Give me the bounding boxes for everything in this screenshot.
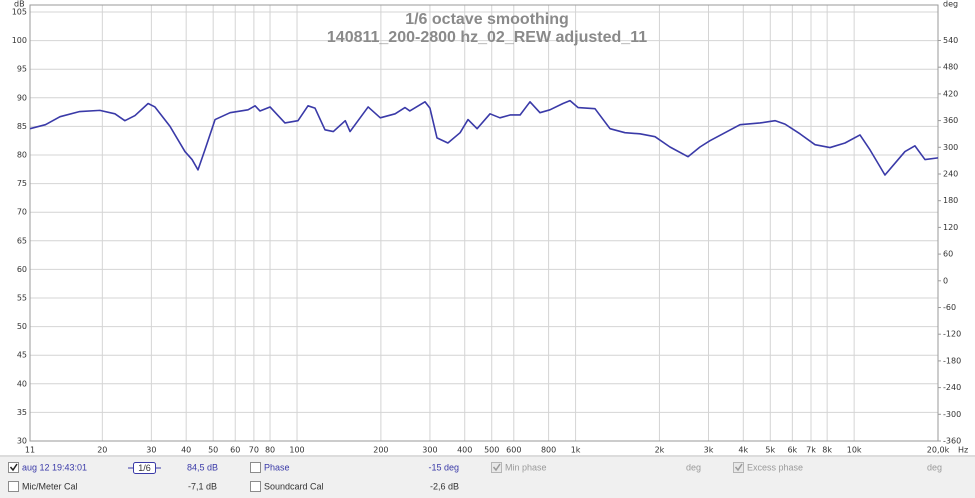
soundcard-cal-label[interactable]: Soundcard Cal: [264, 481, 324, 491]
y2-tick-label: -360: [943, 437, 961, 446]
y2-tick-label: 540: [943, 36, 958, 45]
x-tick-label: 100: [289, 446, 304, 455]
x-tick-label: 3k: [704, 446, 714, 455]
x-tick-label: 20: [97, 446, 107, 455]
excess-phase-label: Excess phase: [747, 462, 803, 472]
y-unit: dB: [14, 0, 25, 9]
plot-background: [0, 0, 975, 455]
y2-tick-label: 120: [943, 223, 958, 232]
y-tick-label: 70: [17, 208, 27, 217]
y2-tick-label: 0: [943, 276, 948, 285]
x-tick-label: 800: [541, 446, 556, 455]
x-tick-label: 8k: [822, 446, 832, 455]
y-tick-label: 75: [17, 179, 27, 188]
x-tick-label: 7k: [806, 446, 816, 455]
y2-tick-label: -120: [943, 330, 961, 339]
x-tick-label: 5k: [765, 446, 775, 455]
min-phase-value: deg: [686, 462, 701, 472]
x-tick-label: 80: [265, 446, 275, 455]
x-tick-label: 40: [181, 446, 191, 455]
phase-label[interactable]: Phase: [264, 462, 290, 472]
y-tick-label: 40: [17, 379, 27, 388]
chart-subtitle: 140811_200-2800 hz_02_REW adjusted_11: [327, 29, 647, 46]
x-tick-label: 200: [373, 446, 388, 455]
x-tick-label: 30: [146, 446, 156, 455]
y-tick-label: 30: [17, 437, 27, 446]
y-tick-label: 35: [17, 408, 27, 417]
y2-tick-label: 480: [943, 63, 958, 72]
x-unit: Hz: [958, 446, 968, 455]
y-tick-label: 100: [12, 36, 27, 45]
x-tick-label: 20,0k: [927, 446, 950, 455]
y2-tick-label: 180: [943, 196, 958, 205]
response-line: [29, 99, 939, 176]
x-tick-label: 300: [422, 446, 437, 455]
checkbox[interactable]: [8, 462, 19, 473]
x-tick-label: 400: [457, 446, 472, 455]
x-tick-label: 60: [230, 446, 240, 455]
excess-phase-value: deg: [927, 462, 942, 472]
y2-tick-label: 300: [943, 143, 958, 152]
y-tick-label: 55: [17, 294, 27, 303]
soundcard-cal-value: -2,6 dB: [430, 481, 459, 491]
phase-value: -15 deg: [428, 462, 459, 472]
x-tick-label: 2k: [655, 446, 665, 455]
checkbox-disabled: [733, 462, 744, 473]
min-phase-label: Min phase: [505, 462, 547, 472]
checkmark: [734, 463, 743, 472]
y-tick-label: 60: [17, 265, 27, 274]
x-tick-label: 600: [506, 446, 521, 455]
x-tick-label: 70: [249, 446, 259, 455]
y-tick-label: 95: [17, 65, 27, 74]
y2-tick-label: -240: [943, 383, 961, 392]
x-tick-label: 500: [484, 446, 499, 455]
y2-tick-label: 420: [943, 89, 958, 98]
y2-tick-label: -180: [943, 356, 961, 365]
checkbox-disabled: [491, 462, 502, 473]
checkbox[interactable]: [250, 481, 261, 492]
smoothing-button[interactable]: [133, 462, 156, 474]
x-tick-label: 4k: [738, 446, 748, 455]
x-tick-label: 11: [25, 446, 35, 455]
y2-tick-label: 360: [943, 116, 958, 125]
y-tick-label: 80: [17, 151, 27, 160]
x-tick-label: 10k: [847, 446, 862, 455]
y2-tick-label: -300: [943, 410, 961, 419]
y-tick-label: 45: [17, 351, 27, 360]
checkmark: [492, 463, 501, 472]
y2-tick-label: -60: [943, 303, 956, 312]
level-value: 84,5 dB: [187, 462, 218, 472]
x-tick-label: 6k: [787, 446, 797, 455]
y-tick-label: 65: [17, 236, 27, 245]
y2-tick-label: 240: [943, 169, 958, 178]
checkbox[interactable]: [250, 462, 261, 473]
y-tick-label: 85: [17, 122, 27, 131]
y-tick-label: 90: [17, 93, 27, 102]
plot-frame: [29, 4, 939, 442]
smoothing-label: 1/6: [138, 463, 151, 473]
checkbox[interactable]: [8, 481, 19, 492]
mic-cal-value: -7,1 dB: [188, 481, 217, 491]
chart-title: 1/6 octave smoothing: [405, 11, 569, 28]
x-tick-label: 1k: [571, 446, 581, 455]
y2-tick-label: 60: [943, 250, 953, 259]
measurement-name[interactable]: aug 12 19:43:01: [22, 462, 87, 472]
y-tick-label: 50: [17, 322, 27, 331]
mic-cal-label[interactable]: Mic/Meter Cal: [22, 481, 78, 491]
x-tick-label: 50: [208, 446, 218, 455]
checkmark: [9, 463, 18, 472]
grid: [29, 5, 939, 442]
y2-unit: deg: [943, 0, 958, 9]
y-tick-label: 105: [12, 8, 27, 17]
panel: [0, 455, 975, 498]
